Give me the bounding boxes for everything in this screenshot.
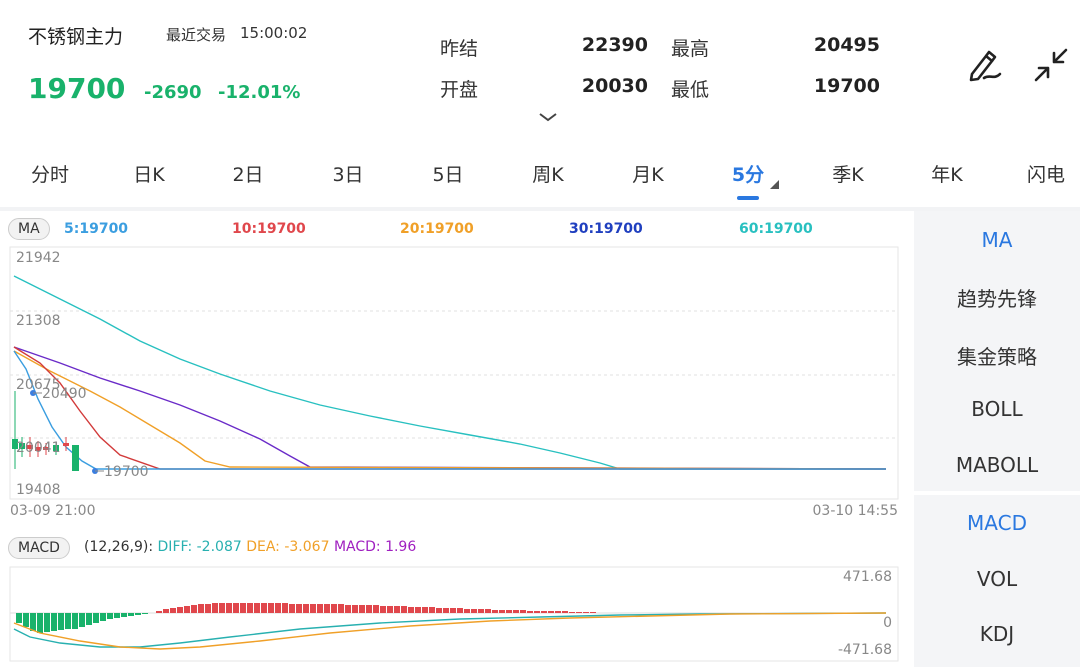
macd-params: (12,26,9): DIFF: -2.087 DEA: -3.067 MACD… [84,539,416,555]
tab-yearly-k[interactable]: 年K [931,164,963,186]
tab-5min[interactable]: 5分 [731,164,765,186]
price-change: -2690 [144,82,202,103]
tab-daily-k[interactable]: 日K [133,164,165,186]
prev-settle-label: 昨结 [440,38,479,60]
side-item-trend-pioneer[interactable]: 趋势先锋 [957,287,1037,311]
y-tick-label: 19408 [16,482,61,498]
period-tabs: 分时 日K 2日 3日 5日 周K 月K 5分 季K 年K 闪电 [0,150,1080,200]
tab-5day[interactable]: 5日 [432,164,464,186]
ma20-value: 20:19700 [400,221,474,237]
macd-y-top: 471.68 [843,569,892,585]
tab-weekly-k[interactable]: 周K [532,164,564,186]
ma10-value: 10:19700 [232,221,306,237]
tab-quarterly-k[interactable]: 季K [832,164,864,186]
trade-time: 15:00:02 [240,24,308,42]
high-label: 最高 [671,38,710,60]
collapse-arrows-icon[interactable] [1030,44,1072,86]
side-item-vol[interactable]: VOL [976,567,1018,591]
last-price: 19700 [28,72,126,105]
dea-value: DEA: -3.067 [246,539,330,555]
side-item-ma[interactable]: MA [981,228,1013,252]
chevron-down-icon[interactable] [538,108,558,127]
low-value: 19700 [813,75,880,97]
open-value: 20030 [581,75,648,97]
side-item-jijin-strategy[interactable]: 集金策略 [957,345,1037,369]
x-start-label: 03-09 21:00 [10,503,96,519]
macd-param-text: (12,26,9): [84,539,154,555]
ma30-value: 30:19700 [569,221,643,237]
prev-settle-value: 22390 [581,34,648,56]
open-label: 开盘 [440,79,479,101]
ma-button[interactable]: MA [8,218,50,240]
contract-name: 不锈钢主力 [28,26,124,48]
side-menu-divider [914,491,1080,495]
y-tick-label: 21308 [16,313,61,329]
macd-y-zero: 0 [883,615,892,631]
side-item-boll[interactable]: BOLL [971,397,1023,421]
y-tick-label: 20041 [16,440,61,456]
y-tick-label: 20675 [16,377,61,393]
macd-value: MACD: 1.96 [333,539,417,555]
price-change-percent: -12.01% [218,82,301,103]
low-marker-label: 19700 [104,464,149,480]
active-tab-indicator [737,196,759,200]
ma5-value: 5:19700 [64,221,129,237]
x-end-label: 03-10 14:55 [812,503,898,519]
macd-button[interactable]: MACD [8,537,70,559]
trade-status: 最近交易 [166,26,227,44]
macd-y-bottom: -471.68 [837,642,892,658]
side-item-macd[interactable]: MACD [967,511,1027,535]
chart-area[interactable]: MA 5:19700 10:19700 20:19700 30:19700 60… [0,211,912,667]
tab-3day[interactable]: 3日 [332,164,364,186]
high-value: 20495 [813,34,880,56]
tab-lightning[interactable]: 闪电 [1026,164,1065,186]
period-dropdown-icon[interactable] [770,180,779,189]
tab-minute[interactable]: 分时 [30,164,69,186]
y-tick-label: 21942 [16,250,61,266]
side-item-maboll[interactable]: MABOLL [955,453,1039,477]
draw-pen-icon[interactable] [964,44,1006,86]
low-label: 最低 [671,79,710,101]
high-marker-label: 20490 [42,386,87,402]
indicator-side-menu: MA 趋势先锋 集金策略 BOLL MABOLL MACD VOL KDJ [914,211,1080,667]
ma60-value: 60:19700 [739,221,813,237]
diff-value: DIFF: -2.087 [157,539,242,555]
tab-monthly-k[interactable]: 月K [632,164,664,186]
chart-canvas [9,246,899,662]
tab-2day[interactable]: 2日 [232,164,264,186]
quote-header: 不锈钢主力 最近交易 15:00:02 19700 -2690 -12.01% … [0,0,1080,130]
divider [0,207,1080,211]
side-item-kdj[interactable]: KDJ [979,622,1015,646]
